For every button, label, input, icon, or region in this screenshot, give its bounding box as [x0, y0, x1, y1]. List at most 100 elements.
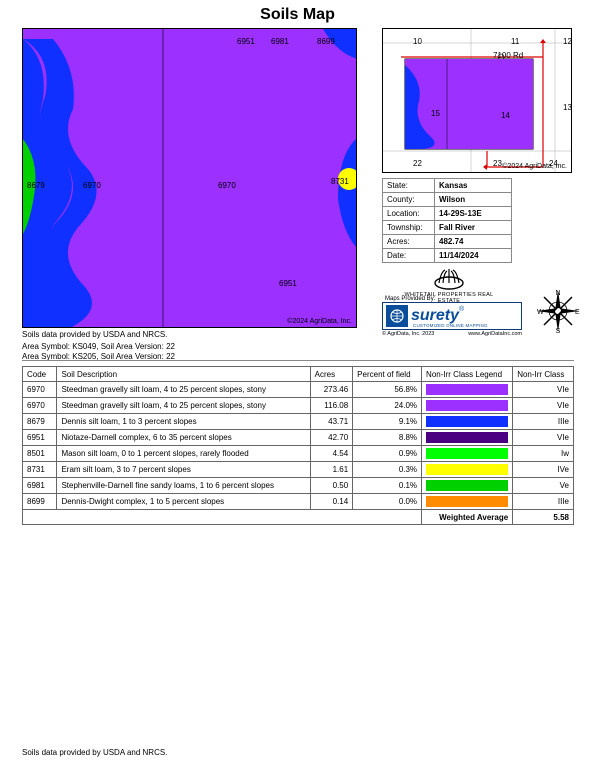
- cell-class: IIIe: [513, 494, 574, 510]
- table-row: 8501Mason silt loam, 0 to 1 percent slop…: [23, 446, 574, 462]
- cell-class: VIe: [513, 398, 574, 414]
- cell-desc: Dennis-Dwight complex, 1 to 5 percent sl…: [57, 494, 310, 510]
- table-row: 6981Stephenville-Darnell fine sandy loam…: [23, 478, 574, 494]
- table-header: Code: [23, 367, 57, 382]
- cell-acres: 273.46: [310, 382, 353, 398]
- table-divider: [22, 360, 574, 361]
- info-key: Acres:: [383, 235, 435, 249]
- info-value: 14-29S-13E: [435, 207, 512, 221]
- surety-brand: surety: [411, 308, 459, 324]
- surety-icon: [386, 305, 408, 327]
- agridata-copy: © AgriData, Inc. 2023: [382, 331, 434, 337]
- cell-code: 8679: [23, 414, 57, 430]
- cell-pct: 9.1%: [353, 414, 422, 430]
- info-key: Location:: [383, 207, 435, 221]
- cell-legend: [422, 398, 513, 414]
- cell-legend: [422, 478, 513, 494]
- surety-logo: surety ® CUSTOMIZED ONLINE MAPPING: [382, 302, 522, 330]
- cell-pct: 0.9%: [353, 446, 422, 462]
- main-soils-map: 69516981869986796970697087316951 ©2024 A…: [22, 28, 357, 328]
- cell-desc: Stephenville-Darnell fine sandy loams, 1…: [57, 478, 310, 494]
- map-copyright: ©2024 AgriData, Inc.: [287, 318, 352, 325]
- cell-code: 6970: [23, 398, 57, 414]
- cell-pct: 8.8%: [353, 430, 422, 446]
- compass-icon: N S W E: [535, 288, 581, 334]
- table-row: 6951Niotaze-Darnell complex, 6 to 35 per…: [23, 430, 574, 446]
- wavg-label: Weighted Average: [422, 510, 513, 525]
- wavg-value: 5.58: [513, 510, 574, 525]
- soils-table: CodeSoil DescriptionAcresPercent of fiel…: [22, 366, 574, 525]
- table-header: Percent of field: [353, 367, 422, 382]
- locator-label: 22: [413, 159, 422, 168]
- cell-pct: 56.8%: [353, 382, 422, 398]
- svg-text:N: N: [555, 290, 560, 297]
- locator-label: 12: [563, 37, 572, 46]
- locmap-copyright: ©2024 AgriData, Inc.: [502, 163, 567, 170]
- cell-pct: 0.0%: [353, 494, 422, 510]
- cell-acres: 0.14: [310, 494, 353, 510]
- info-key: Date:: [383, 249, 435, 263]
- locator-label: 10: [413, 37, 422, 46]
- table-row: 6970Steedman gravelly silt loam, 4 to 25…: [23, 382, 574, 398]
- cell-desc: Steedman gravelly silt loam, 4 to 25 per…: [57, 382, 310, 398]
- agridata-url: www.AgriDataInc.com: [468, 331, 522, 337]
- table-row: 6970Steedman gravelly silt loam, 4 to 25…: [23, 398, 574, 414]
- surety-footer: © AgriData, Inc. 2023 www.AgriDataInc.co…: [382, 331, 522, 337]
- map-soil-label: 8699: [317, 37, 335, 46]
- locator-label: 7100 Rd: [493, 51, 523, 60]
- cell-class: Iw: [513, 446, 574, 462]
- info-value: 482.74: [435, 235, 512, 249]
- table-header: Non-Irr Class: [513, 367, 574, 382]
- cell-legend: [422, 462, 513, 478]
- svg-text:S: S: [556, 328, 561, 334]
- cell-class: IIIe: [513, 414, 574, 430]
- info-key: County:: [383, 193, 435, 207]
- map-soil-label: 6970: [218, 181, 236, 190]
- table-row: 8699Dennis-Dwight complex, 1 to 5 percen…: [23, 494, 574, 510]
- cell-pct: 24.0%: [353, 398, 422, 414]
- cell-legend: [422, 446, 513, 462]
- cell-legend: [422, 494, 513, 510]
- weighted-avg-row: Weighted Average5.58: [23, 510, 574, 525]
- cell-desc: Steedman gravelly silt loam, 4 to 25 per…: [57, 398, 310, 414]
- cell-code: 8699: [23, 494, 57, 510]
- table-header: Non-Irr Class Legend: [422, 367, 513, 382]
- cell-acres: 0.50: [310, 478, 353, 494]
- locator-map: 1011127100 Rd151413222324 ©2024 AgriData…: [382, 28, 572, 173]
- info-key: Township:: [383, 221, 435, 235]
- map-soil-label: 8731: [331, 177, 349, 186]
- map-soil-label: 6970: [83, 181, 101, 190]
- cell-class: IVe: [513, 462, 574, 478]
- info-table: State:KansasCounty:WilsonLocation:14-29S…: [382, 178, 512, 263]
- info-value: Kansas: [435, 179, 512, 193]
- cell-desc: Mason silt loam, 0 to 1 percent slopes, …: [57, 446, 310, 462]
- info-value: Wilson: [435, 193, 512, 207]
- info-value: Fall River: [435, 221, 512, 235]
- cell-class: VIe: [513, 430, 574, 446]
- table-header: Soil Description: [57, 367, 310, 382]
- cell-legend: [422, 414, 513, 430]
- area-symbol-1: Area Symbol: KS049, Soil Area Version: 2…: [22, 342, 175, 351]
- cell-desc: Dennis silt loam, 1 to 3 percent slopes: [57, 414, 310, 430]
- surety-sub: CUSTOMIZED ONLINE MAPPING: [413, 323, 488, 328]
- cell-desc: Eram silt loam, 3 to 7 percent slopes: [57, 462, 310, 478]
- cell-pct: 0.1%: [353, 478, 422, 494]
- svg-text:E: E: [575, 309, 580, 316]
- cell-acres: 42.70: [310, 430, 353, 446]
- svg-text:W: W: [537, 309, 544, 316]
- cell-acres: 116.08: [310, 398, 353, 414]
- cell-class: Ve: [513, 478, 574, 494]
- soils-source: Soils data provided by USDA and NRCS.: [22, 330, 167, 339]
- cell-acres: 1.61: [310, 462, 353, 478]
- info-value: 11/14/2024: [435, 249, 512, 263]
- cell-acres: 43.71: [310, 414, 353, 430]
- cell-code: 6951: [23, 430, 57, 446]
- locator-label: 15: [431, 109, 440, 118]
- map-soil-label: 8679: [27, 181, 45, 190]
- locator-label: 13: [563, 103, 572, 112]
- cell-desc: Niotaze-Darnell complex, 6 to 35 percent…: [57, 430, 310, 446]
- cell-class: VIe: [513, 382, 574, 398]
- table-header: Acres: [310, 367, 353, 382]
- cell-code: 6981: [23, 478, 57, 494]
- cell-pct: 0.3%: [353, 462, 422, 478]
